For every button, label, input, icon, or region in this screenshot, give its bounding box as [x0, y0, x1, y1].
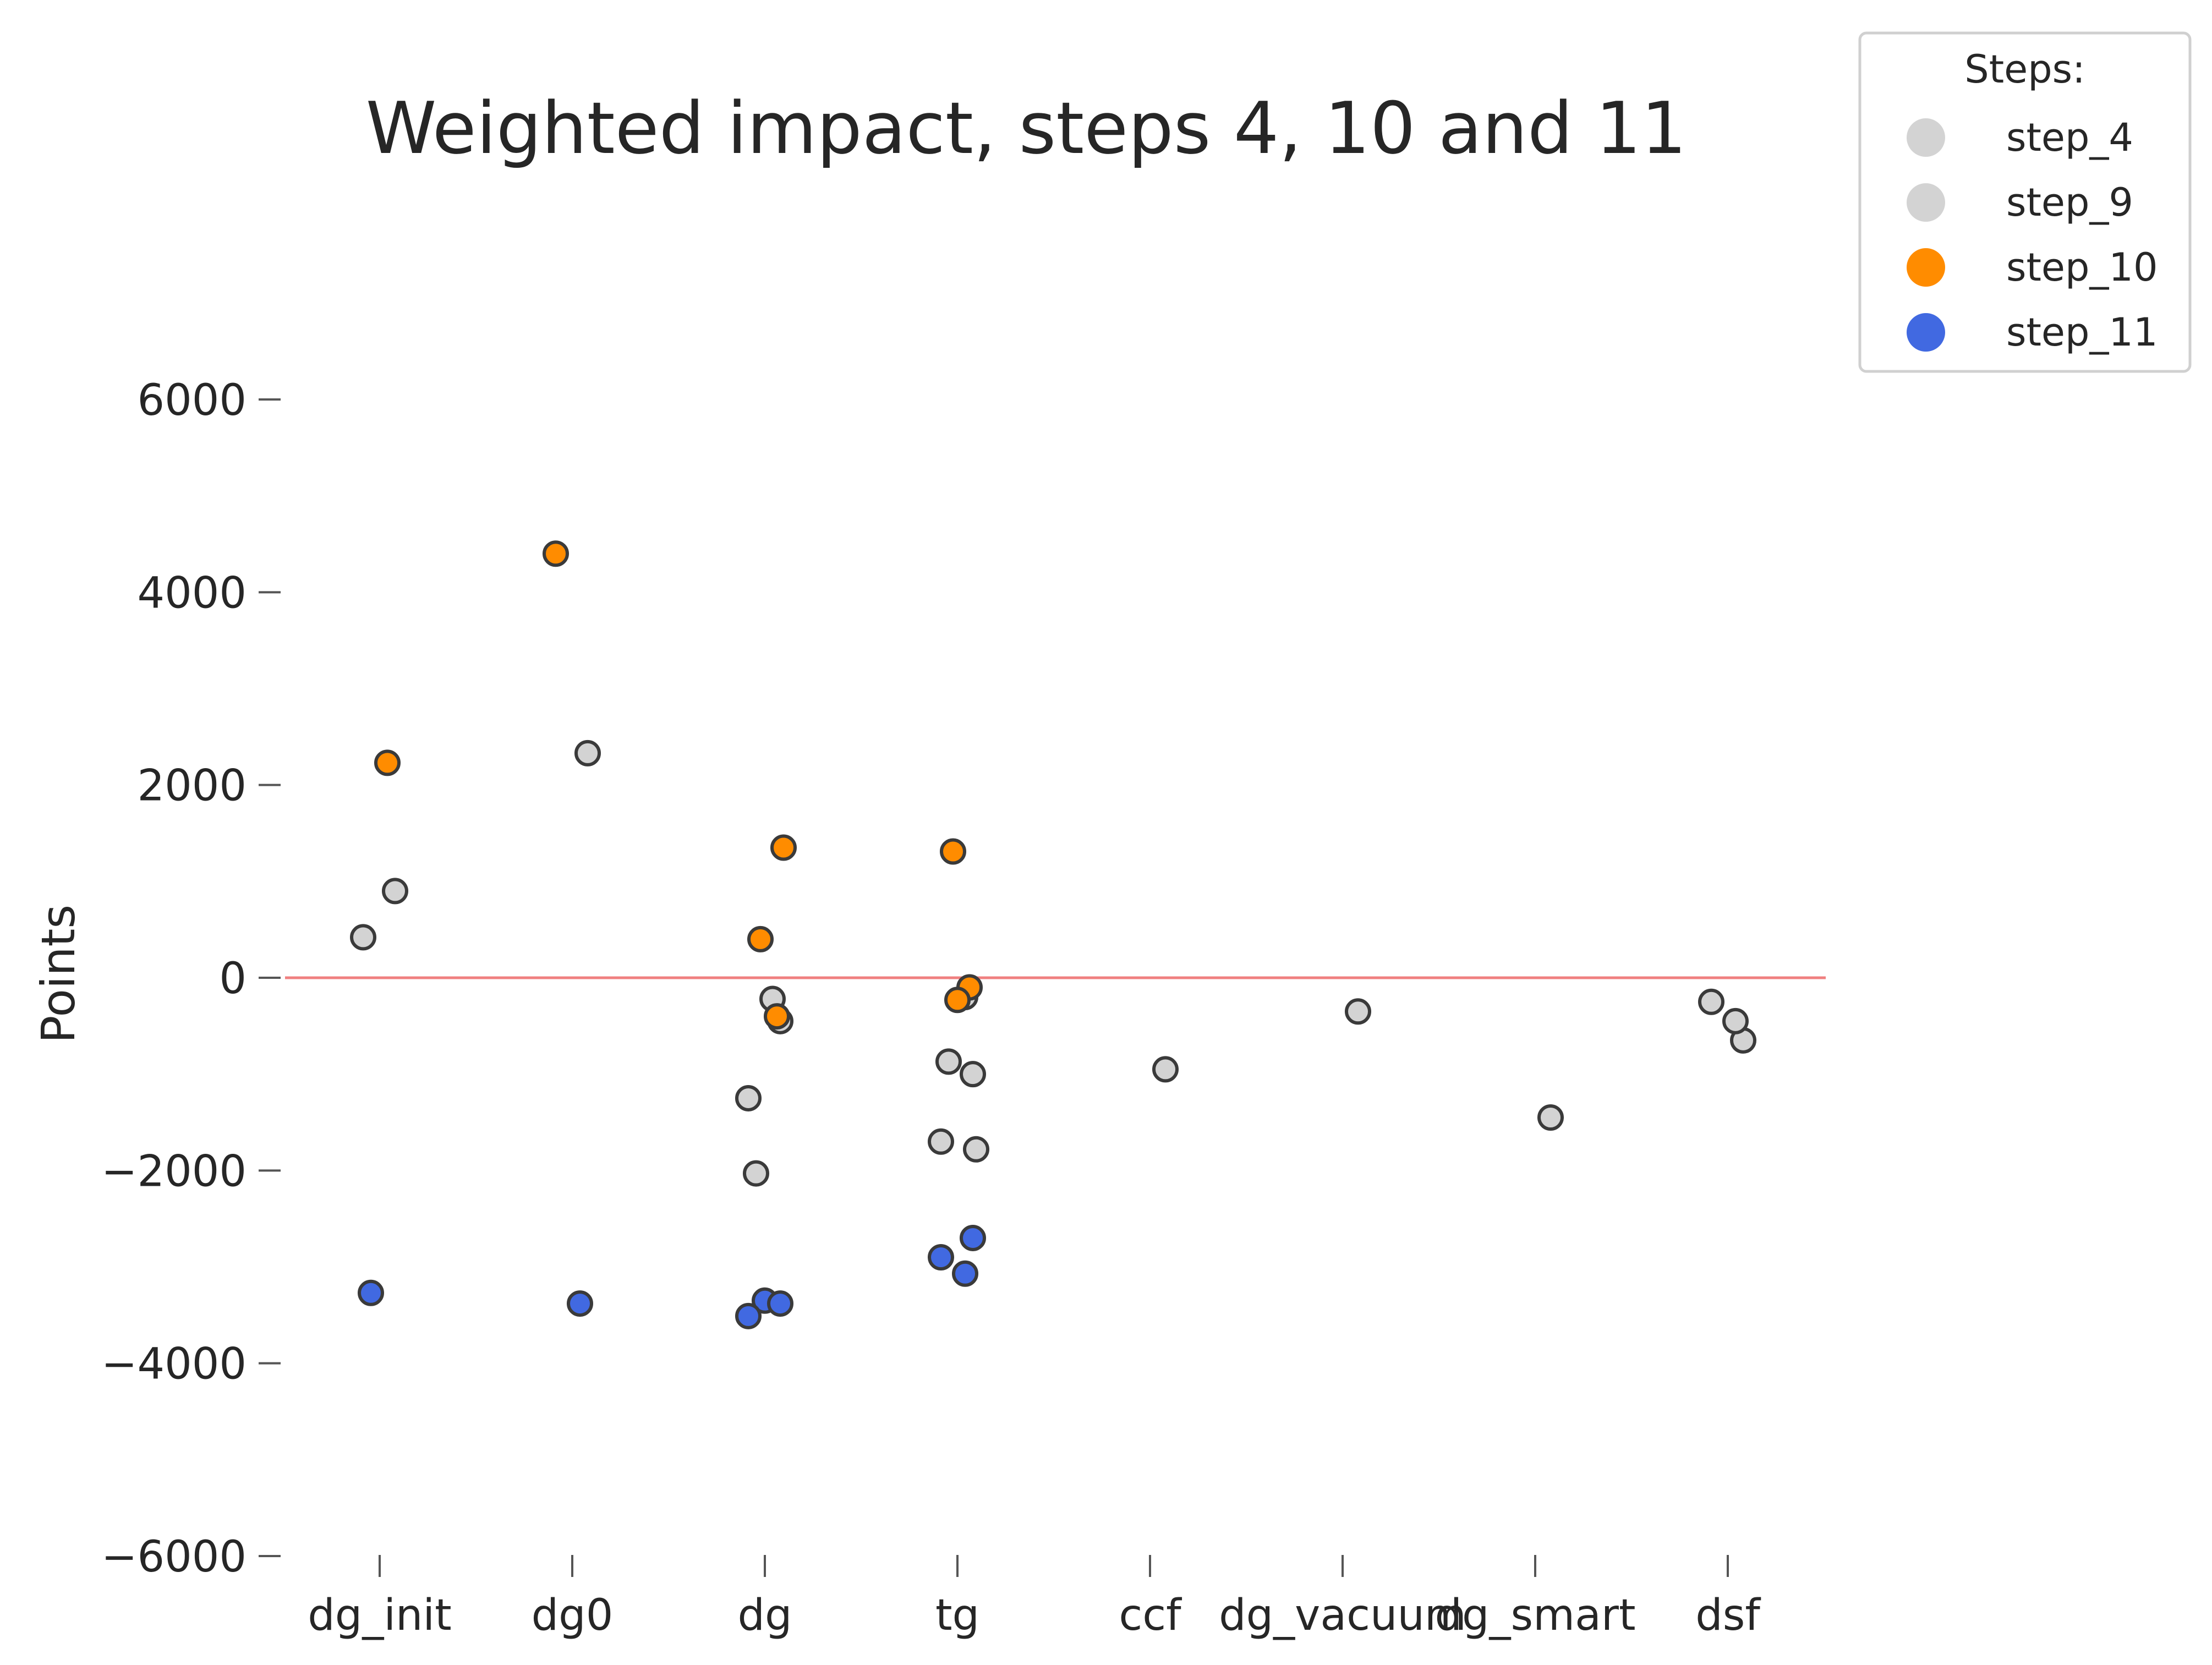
x-tick-label: dg_smart	[1434, 1591, 1635, 1640]
y-tick-label: 6000	[137, 376, 247, 425]
legend-marker	[1907, 183, 1945, 222]
x-tick-label: dg	[737, 1591, 792, 1640]
data-point-step_11	[567, 1290, 593, 1317]
data-point-step_4	[928, 1128, 954, 1155]
legend-title: Steps:	[1964, 47, 2085, 92]
x-tick-label: ccf	[1119, 1591, 1182, 1640]
y-tick-label: −6000	[101, 1532, 247, 1582]
data-point-step_4	[382, 878, 408, 905]
data-point-step_9	[743, 1160, 769, 1187]
data-point-step_10	[940, 838, 966, 865]
legend-label: step_4	[2006, 115, 2133, 160]
data-point-step_10	[747, 925, 774, 952]
legend-label: step_9	[2006, 180, 2133, 225]
legend-frame	[1858, 31, 2192, 373]
legend-label: step_10	[2006, 245, 2158, 290]
x-tick-label: dsf	[1695, 1591, 1761, 1640]
data-point-step_9	[963, 1136, 989, 1163]
legend-label: step_11	[2006, 310, 2158, 355]
legend-marker	[1907, 313, 1945, 352]
x-tick-label: dg_vacuum	[1219, 1591, 1466, 1640]
data-point-step_11	[358, 1279, 384, 1306]
y-axis: −6000 −4000 −2000 0 2000 4000 6000	[101, 376, 281, 1582]
data-point-step_10	[764, 1003, 790, 1030]
data-point-step_11	[960, 1224, 986, 1251]
data-point-step_9	[935, 1048, 962, 1075]
data-point-step_11	[735, 1302, 762, 1329]
data-point-step_9	[574, 740, 601, 766]
data-point-step_11	[952, 1260, 978, 1287]
data-point-step_9	[1698, 988, 1724, 1015]
x-tick-label: dg_init	[308, 1591, 451, 1640]
y-tick-label: 0	[219, 954, 247, 1004]
data-point-step_10	[374, 749, 401, 776]
data-point-step_4	[960, 1061, 986, 1088]
data-point-step_11	[928, 1244, 954, 1270]
y-tick-label: −4000	[101, 1340, 247, 1389]
chart-title: Weighted impact, steps 4, 10 and 11	[366, 86, 1687, 170]
y-tick-label: −2000	[101, 1147, 247, 1196]
y-tick-label: 2000	[137, 762, 247, 811]
data-point-step_9	[350, 924, 376, 951]
data-point-step_10	[770, 834, 797, 861]
legend-items: step_4 step_9 step_10 step_11	[1907, 115, 2158, 355]
data-point-step_4	[1345, 998, 1371, 1025]
x-tick-label: dg0	[532, 1591, 614, 1640]
legend-marker	[1907, 248, 1945, 287]
y-tick-label: 4000	[137, 568, 247, 618]
data-point-step_9	[1722, 1007, 1749, 1034]
data-point-step_10	[543, 540, 569, 567]
legend: Steps: step_4 step_9 step_10 step_11	[1858, 31, 2192, 373]
data-point-step_4	[735, 1085, 762, 1111]
data-point-step_4	[1152, 1056, 1179, 1083]
y-axis-label: Points	[31, 905, 85, 1043]
data-points	[350, 540, 1756, 1329]
data-point-step_11	[767, 1290, 793, 1317]
data-point-step_9	[1537, 1104, 1564, 1131]
data-point-step_10	[944, 987, 971, 1014]
legend-marker	[1907, 118, 1945, 157]
x-tick-label: tg	[935, 1591, 979, 1640]
